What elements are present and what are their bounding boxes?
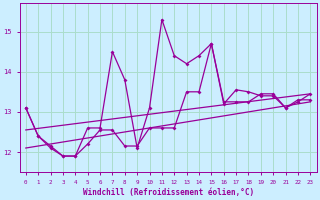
X-axis label: Windchill (Refroidissement éolien,°C): Windchill (Refroidissement éolien,°C): [83, 188, 254, 197]
